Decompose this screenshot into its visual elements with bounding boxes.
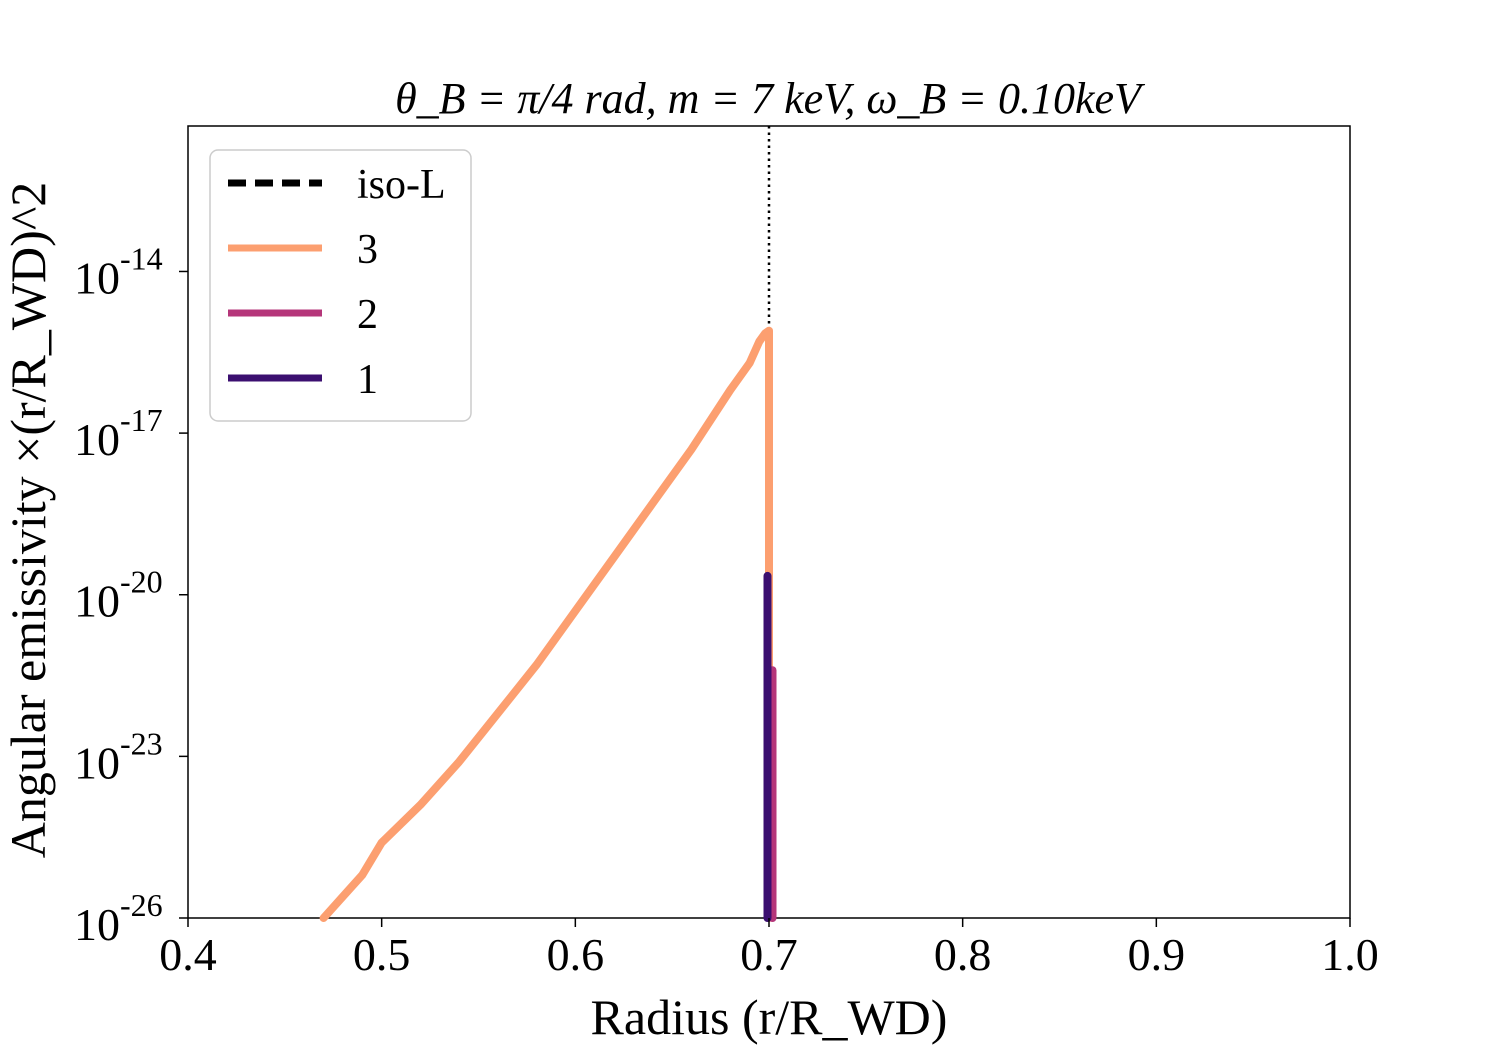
y-tick-label: 10-14 <box>74 240 163 303</box>
x-axis-label: Radius (r/R_WD) <box>591 989 948 1045</box>
y-tick-label: 10-23 <box>74 725 163 788</box>
y-tick-label: 10-17 <box>74 402 163 465</box>
legend: iso-L 3 2 1 <box>209 149 472 422</box>
legend-label-1: 1 <box>357 357 378 403</box>
x-tick-label: 0.4 <box>159 929 217 980</box>
legend-label-iso-L: iso-L <box>357 162 446 208</box>
x-tick-label: 1.0 <box>1321 929 1379 980</box>
x-tick-label: 0.6 <box>547 929 605 980</box>
x-axis: 0.4 0.5 0.6 0.7 0.8 0.9 1.0 <box>159 918 1379 980</box>
legend-box <box>209 149 472 422</box>
y-tick-label: 10-20 <box>74 564 163 627</box>
x-tick-label: 0.7 <box>740 929 798 980</box>
y-axis: 10-26 10-23 10-20 10-17 10-14 <box>74 240 188 950</box>
legend-label-2: 2 <box>357 292 378 338</box>
series-layer <box>319 326 777 922</box>
x-tick-label: 0.9 <box>1128 929 1186 980</box>
series-line-3 <box>319 326 773 922</box>
x-tick-label: 0.8 <box>934 929 992 980</box>
x-tick-label: 0.5 <box>353 929 411 980</box>
legend-label-3: 3 <box>357 227 378 273</box>
chart-title: θ_B = π/4 rad, m = 7 keV, ω_B = 0.10keV <box>395 74 1146 123</box>
y-axis-label: Angular emissivity ×(r/R_WD)^2 <box>0 182 56 859</box>
y-tick-label: 10-26 <box>74 887 163 950</box>
